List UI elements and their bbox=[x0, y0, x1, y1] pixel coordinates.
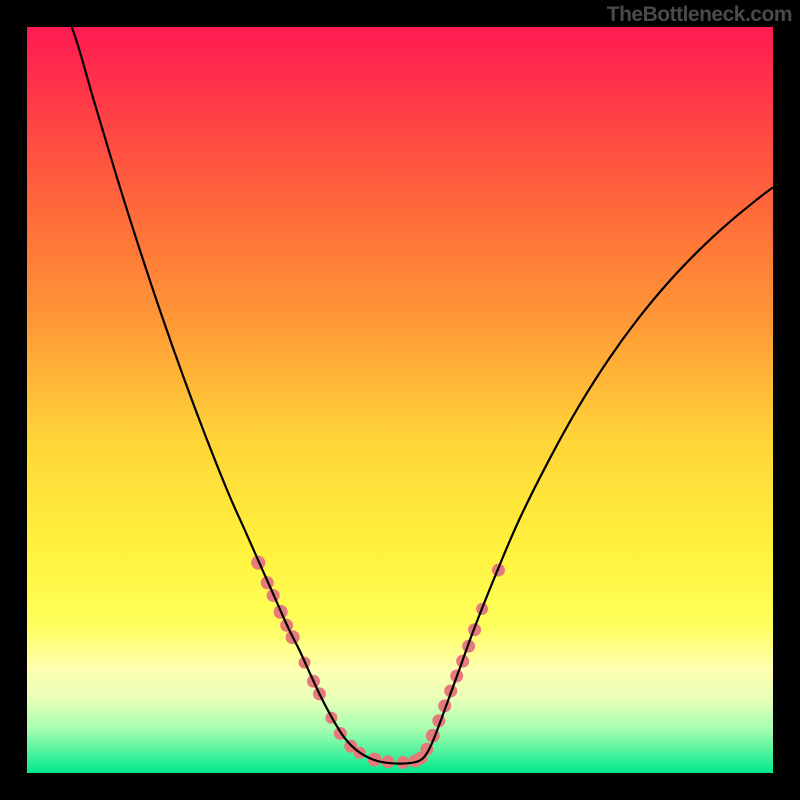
plot-background-gradient bbox=[27, 27, 773, 773]
chart-root: TheBottleneck.com bbox=[0, 0, 800, 800]
chart-svg bbox=[0, 0, 800, 800]
watermark-text: TheBottleneck.com bbox=[607, 3, 792, 27]
